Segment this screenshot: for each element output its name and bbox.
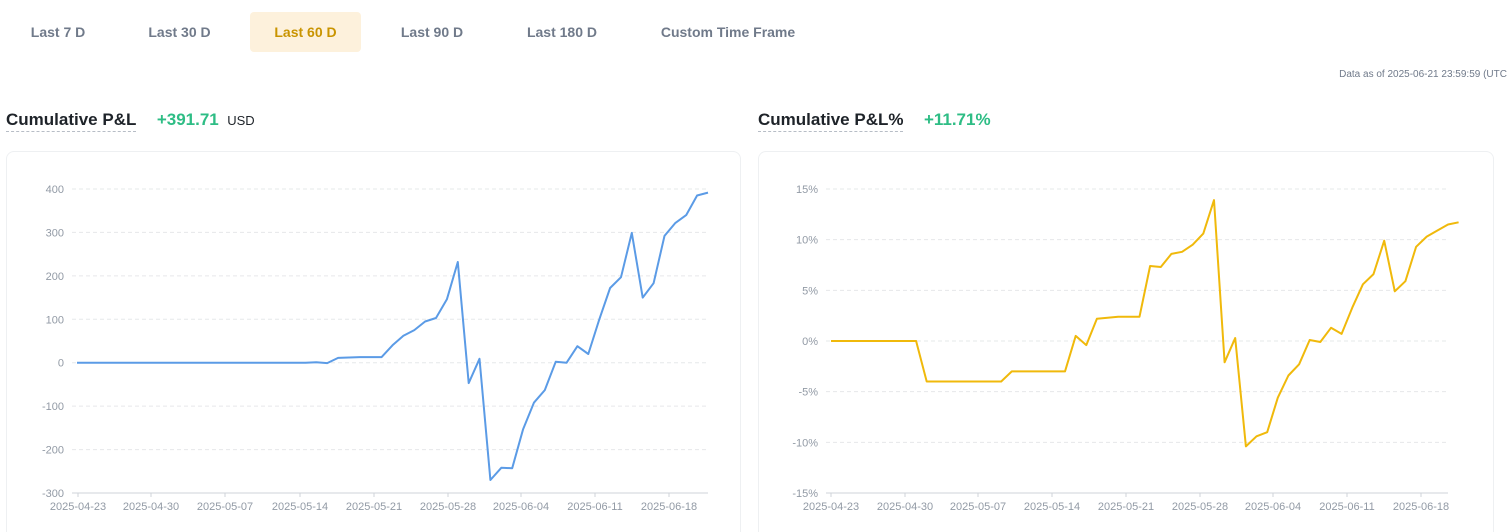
pnl-pct-title[interactable]: Cumulative P&L% [758,110,904,132]
tab-last-90-d[interactable]: Last 90 D [400,24,464,40]
pnl-pct-y-tick-label: 10% [796,235,818,247]
pnl-pct-y-tick-label: 15% [796,184,818,196]
pnl-pct-x-tick-label: 2025-04-23 [803,501,859,513]
pnl-unit: USD [227,113,255,128]
pnl-y-tick-label: -100 [42,401,64,413]
tab-last-30-d[interactable]: Last 30 D [148,24,211,40]
pnl-value: +391.71 [156,110,219,129]
pnl-x-tick-label: 2025-06-04 [493,501,549,513]
pnl-pct-x-tick-label: 2025-05-21 [1098,501,1154,513]
pnl-pct-y-tick-label: -5% [798,387,818,399]
pnl-header: Cumulative P&L +391.71 USD [6,110,255,136]
pnl-x-tick-label: 2025-06-11 [567,501,622,513]
pnl-pct-x-tick-label: 2025-04-30 [877,501,933,513]
pnl-x-tick-label: 2025-05-21 [346,501,402,513]
pnl-pct-x-tick-label: 2025-05-07 [950,501,1006,513]
pnl-pct-x-tick-label: 2025-06-18 [1393,501,1449,513]
pnl-y-tick-label: 400 [46,184,64,196]
pnl-x-tick-label: 2025-04-30 [123,501,179,513]
pnl-pct-y-tick-label: -10% [792,437,818,449]
pnl-pct-header: Cumulative P&L% +11.71% [758,110,991,136]
pnl-y-tick-label: -200 [42,445,64,457]
pnl-x-tick-label: 2025-04-23 [50,501,106,513]
pnl-title[interactable]: Cumulative P&L [6,110,137,132]
pnl-pct-value: +11.71% [923,110,991,129]
pnl-x-tick-label: 2025-05-07 [197,501,253,513]
pnl-pct-x-tick-label: 2025-05-14 [1024,501,1080,513]
data-as-of-label: Data as of 2025-06-21 23:59:59 (UTC [1339,69,1507,80]
pnl-pct-x-tick-label: 2025-06-04 [1245,501,1301,513]
tab-last-60-d[interactable]: Last 60 D [250,12,361,52]
pnl-x-tick-label: 2025-05-14 [272,501,328,513]
pnl-y-tick-label: 0 [58,358,64,370]
pnl-pct-y-tick-label: -15% [792,488,818,500]
tab-last-7-d[interactable]: Last 7 D [30,24,86,40]
pnl-y-tick-label: 300 [46,227,64,239]
pnl-x-tick-label: 2025-05-28 [420,501,476,513]
pnl-y-tick-label: 200 [46,271,64,283]
pnl-pct-x-tick-label: 2025-06-11 [1319,501,1374,513]
pnl-pct-chart-card [758,151,1494,532]
pnl-x-tick-label: 2025-06-18 [641,501,697,513]
pnl-y-tick-label: -300 [42,488,64,500]
pnl-pct-x-tick-label: 2025-05-28 [1172,501,1228,513]
pnl-y-tick-label: 100 [46,314,64,326]
tab-last-180-d[interactable]: Last 180 D [526,24,598,40]
pnl-pct-series-line [831,199,1459,448]
pnl-series-line [77,191,709,481]
pnl-chart-card [6,151,741,532]
pnl-pct-y-tick-label: 0% [802,336,818,348]
tab-custom-time-frame[interactable]: Custom Time Frame [660,24,796,40]
pnl-pct-y-tick-label: 5% [802,285,818,297]
